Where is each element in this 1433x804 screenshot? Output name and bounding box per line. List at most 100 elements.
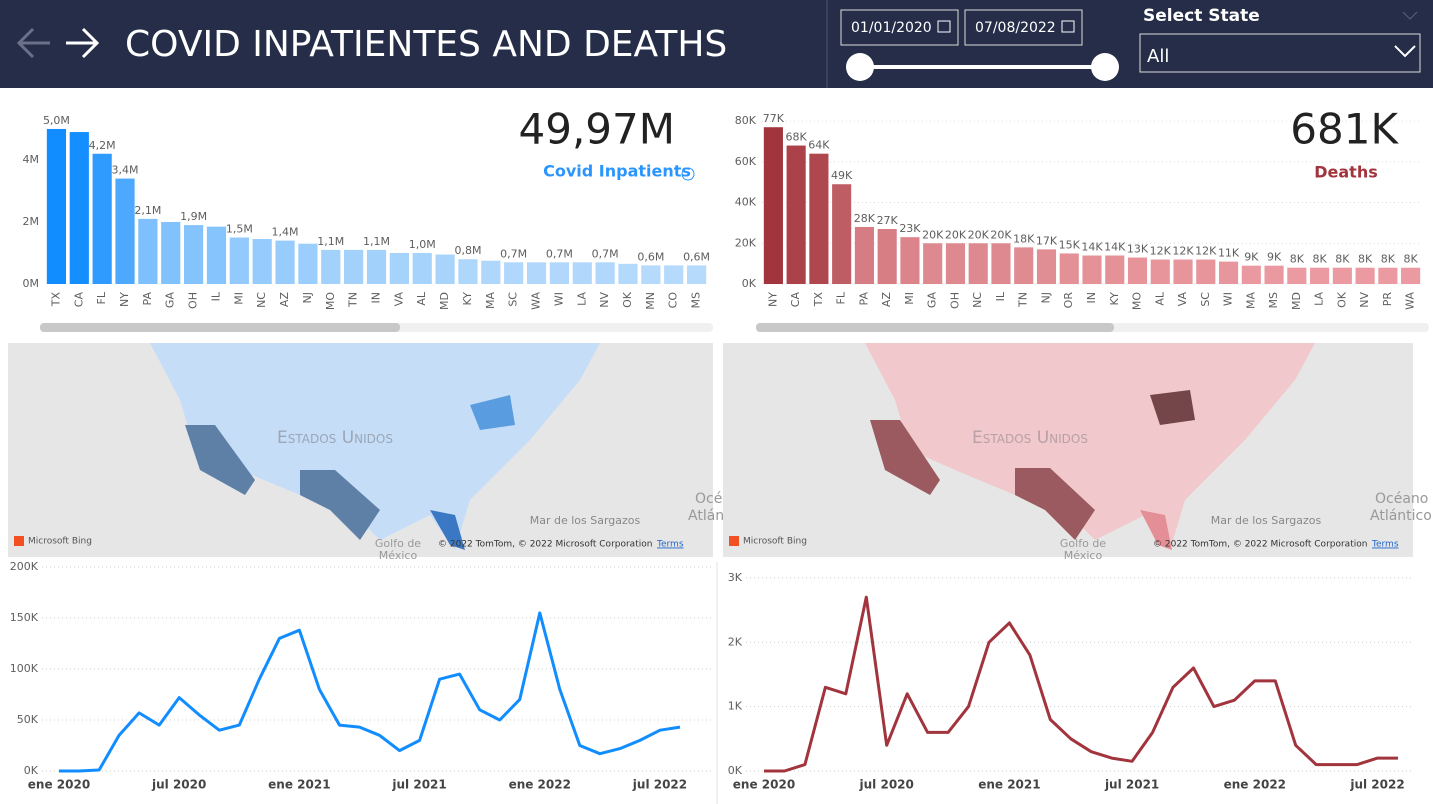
x-tick-label: NV xyxy=(598,292,611,308)
bar xyxy=(184,225,204,284)
y-tick-label: 3K xyxy=(728,571,743,584)
x-tick-label: WI xyxy=(552,292,565,306)
x-tick-label: jul 2020 xyxy=(859,778,914,792)
map-label: Estados Unidos xyxy=(972,428,1088,448)
x-tick-label: SC xyxy=(507,292,520,307)
x-tick-label: TX xyxy=(812,292,825,308)
value-label: 49K xyxy=(831,169,853,182)
x-tick-label: OH xyxy=(948,292,961,309)
y-tick-label: 0K xyxy=(24,764,39,777)
y-tick-label: 2K xyxy=(728,635,743,648)
line xyxy=(764,595,1398,773)
x-tick-label: MN xyxy=(644,292,657,310)
value-label: 23K xyxy=(899,222,921,235)
bing-logo xyxy=(729,536,739,546)
info-icon[interactable] xyxy=(681,167,695,181)
x-tick-label: NC xyxy=(255,292,268,308)
value-label: 15K xyxy=(1059,238,1081,251)
map-terms[interactable]: Terms xyxy=(656,540,684,550)
value-label: 9K xyxy=(1267,251,1282,264)
map-state xyxy=(430,510,465,550)
bar xyxy=(1059,253,1079,284)
scroll-thumb[interactable] xyxy=(40,323,400,332)
bar xyxy=(1401,267,1421,284)
bar xyxy=(435,254,455,284)
x-tick-label: WA xyxy=(530,292,543,310)
value-label: 8K xyxy=(1335,253,1350,266)
bar xyxy=(1036,249,1057,284)
value-label: 2,1M xyxy=(134,204,161,217)
map-label: Atlánt xyxy=(688,508,730,524)
state-dropdown[interactable] xyxy=(1139,33,1421,73)
value-label: 0,7M xyxy=(592,247,619,260)
bar xyxy=(877,229,897,284)
y-tick-label: 4M xyxy=(23,153,40,166)
value-label: 1,4M xyxy=(272,226,299,239)
x-tick-label: OH xyxy=(187,292,200,309)
forward-arrow[interactable] xyxy=(66,27,100,59)
bar xyxy=(1378,267,1398,284)
value-label: 9K xyxy=(1244,251,1259,264)
x-tick-label: AZ xyxy=(880,292,893,308)
bar xyxy=(1241,265,1261,284)
map-state xyxy=(1140,510,1172,550)
map-label: México xyxy=(1064,549,1103,562)
bar xyxy=(1310,267,1330,284)
bar xyxy=(252,239,272,284)
x-tick-label: MA xyxy=(484,292,497,309)
bar xyxy=(618,263,638,284)
x-tick-label: CO xyxy=(667,292,680,309)
date-start-box[interactable] xyxy=(840,9,959,46)
bar xyxy=(968,243,988,284)
map: Estados Unidos Mar de los Sargazos Golfo… xyxy=(723,343,1432,562)
bar xyxy=(138,218,158,284)
bar xyxy=(664,265,684,284)
bar xyxy=(161,221,181,284)
x-tick-label: IN xyxy=(1085,292,1098,303)
value-label: 20K xyxy=(968,228,990,241)
value-label: 1,1M xyxy=(363,235,390,248)
value-label: 3,4M xyxy=(112,164,139,177)
bar xyxy=(69,132,89,284)
value-label: 68K xyxy=(786,131,808,144)
x-tick-label: IL xyxy=(209,291,222,301)
header-bar xyxy=(0,0,1433,88)
bar xyxy=(1127,257,1148,284)
calendar-icon xyxy=(937,20,951,33)
bar xyxy=(1196,259,1216,284)
x-tick-label: GA xyxy=(164,292,177,309)
bar xyxy=(549,262,569,284)
slider-handle[interactable] xyxy=(846,53,874,81)
x-tick-label: FL xyxy=(835,291,848,304)
scroll-thumb[interactable] xyxy=(756,323,1114,332)
map-label: Golfo de xyxy=(1060,537,1106,550)
kpi-label: Covid Inpatients xyxy=(543,162,691,181)
map-state xyxy=(1150,390,1195,425)
map-terms[interactable]: Terms xyxy=(1371,540,1399,550)
bar xyxy=(786,145,806,284)
map-label: Estados Unidos xyxy=(277,428,393,448)
y-tick-label: 60K xyxy=(735,155,757,168)
value-label: 12K xyxy=(1172,245,1194,258)
bar xyxy=(991,243,1011,284)
bar xyxy=(298,243,318,284)
map-state xyxy=(300,470,380,540)
back-arrow[interactable] xyxy=(16,27,50,59)
map-credit: Microsoft Bing xyxy=(743,537,807,547)
bar xyxy=(1218,261,1239,284)
value-label: 77K xyxy=(763,112,785,125)
date-end-box[interactable] xyxy=(964,9,1083,46)
slider-handle[interactable] xyxy=(1091,53,1119,81)
bar xyxy=(412,252,432,284)
collapse-icon[interactable] xyxy=(1402,11,1418,20)
value-label: 0,8M xyxy=(454,244,481,257)
x-tick-label: AZ xyxy=(278,292,291,308)
x-tick-label: TX xyxy=(49,292,62,308)
value-label: 14K xyxy=(1081,240,1103,253)
value-label: 0,6M xyxy=(637,250,664,263)
x-tick-label: NC xyxy=(971,292,984,308)
map-label: Océano xyxy=(1375,491,1428,507)
bar xyxy=(1105,255,1125,284)
